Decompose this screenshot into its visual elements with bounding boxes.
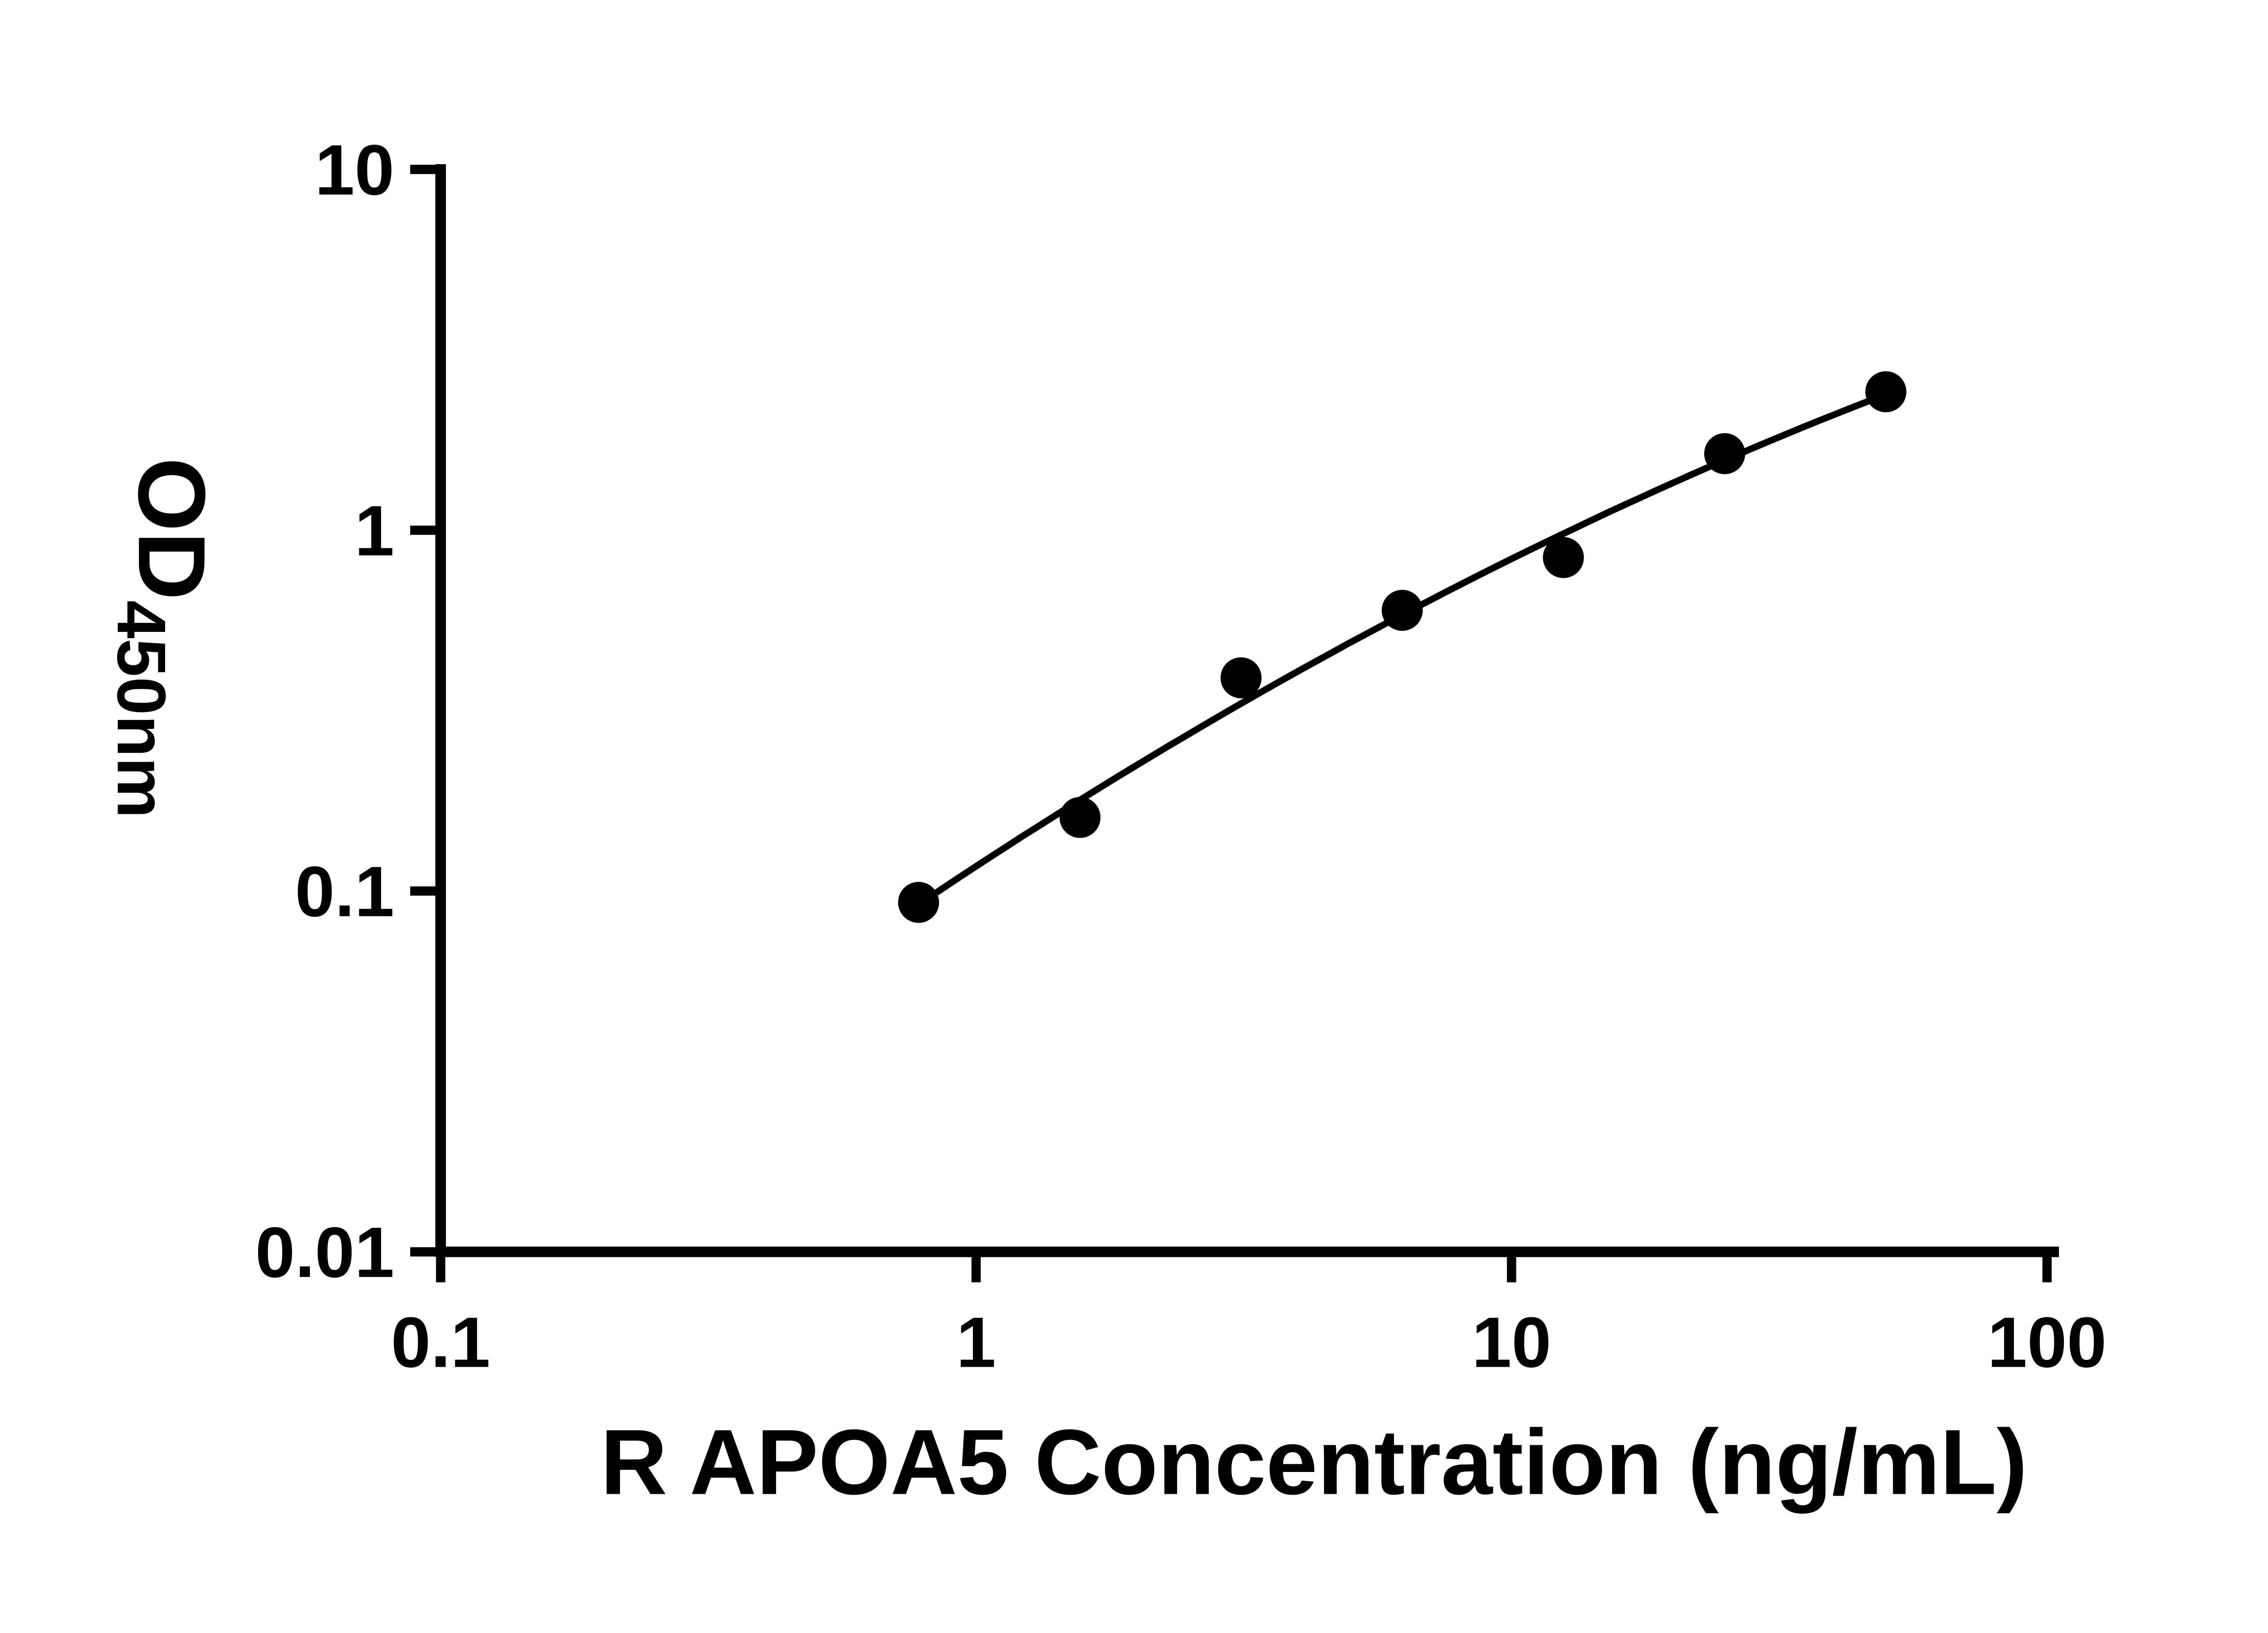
x-tick-label: 10 <box>1472 1303 1551 1383</box>
axes: 0.01 0.1 1 10 0.1 1 10 100 <box>255 130 2107 1383</box>
series <box>898 371 1906 923</box>
x-tick-label: 0.1 <box>391 1303 490 1383</box>
data-point <box>1220 657 1262 699</box>
y-axis-title-main: OD <box>118 457 225 600</box>
trend-line <box>904 391 1887 915</box>
y-axis-title: OD450nm <box>103 457 225 818</box>
data-point <box>898 882 939 923</box>
y-tick-label: 0.1 <box>295 852 394 932</box>
y-tick-label: 1 <box>355 491 395 571</box>
y-tick-label: 10 <box>315 130 394 210</box>
data-point <box>1704 433 1745 474</box>
data-point <box>1543 537 1584 578</box>
y-axis-title-sub: 450nm <box>103 600 180 818</box>
x-axis-title: R APOA5 Concentration (ng/mL) <box>601 1411 2028 1514</box>
x-tick-label: 1 <box>956 1303 996 1383</box>
axis-frame <box>435 164 2059 1257</box>
x-tick-label: 100 <box>1987 1303 2107 1383</box>
data-point <box>1382 590 1423 631</box>
y-tick-label: 0.01 <box>255 1213 395 1292</box>
data-point <box>1865 371 1906 412</box>
data-point <box>1059 797 1101 838</box>
